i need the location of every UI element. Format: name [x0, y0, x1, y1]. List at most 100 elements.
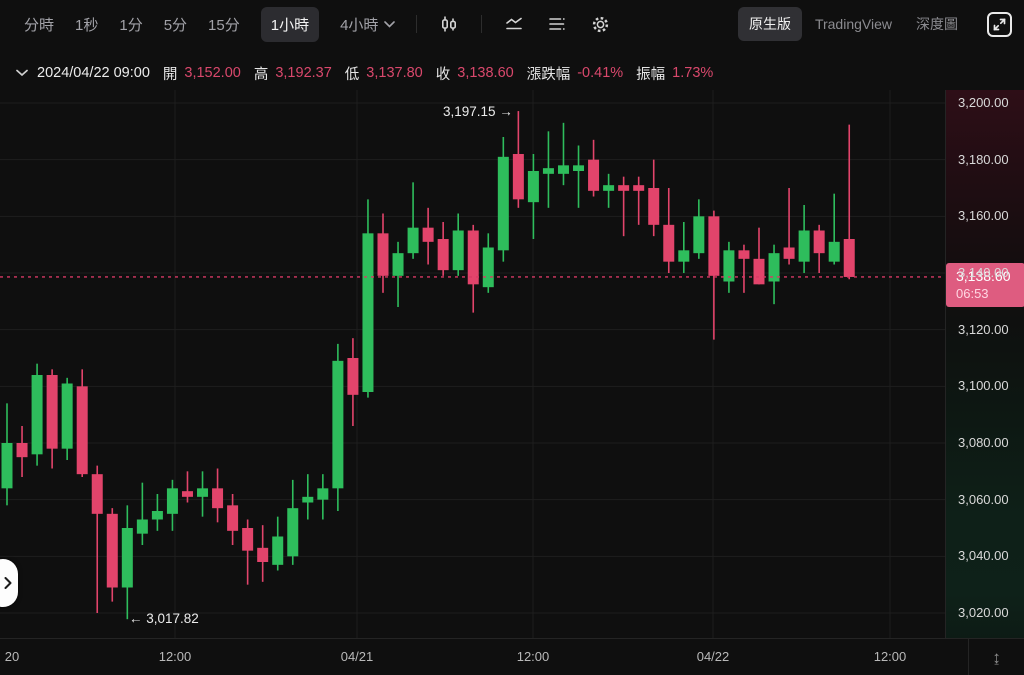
- timeframe-1s[interactable]: 1秒: [75, 16, 99, 34]
- time-tick-label: 04/22: [696, 649, 730, 664]
- candle-body: [452, 230, 464, 271]
- candle-body: [136, 519, 148, 534]
- line-chart-icon[interactable]: [503, 13, 525, 35]
- candle-body: [648, 188, 660, 225]
- ohlc-info-bar: 2024/04/22 09:00 開 3,152.00 高 3,192.37 低 3,…: [0, 58, 1024, 88]
- settings-icon[interactable]: [589, 13, 611, 35]
- candle-body: [1, 443, 13, 489]
- change-value: -0.41%: [577, 65, 624, 81]
- candle-datetime-text: 2024/04/22 09:00: [37, 65, 150, 81]
- chevron-down-icon[interactable]: [16, 69, 28, 77]
- high-label: 高: [253, 66, 269, 83]
- close-field: 收 3,138.60: [436, 63, 514, 84]
- candle-body: [106, 513, 118, 588]
- candle-body: [828, 241, 840, 262]
- price-tick-label: 3,180.00: [958, 151, 1009, 167]
- candle-body: [257, 547, 269, 562]
- candle-body: [693, 216, 705, 254]
- time-tick-label: 04/21: [340, 649, 374, 664]
- candle-body: [603, 185, 615, 191]
- candle-body: [61, 383, 73, 449]
- candle-body: [497, 156, 509, 251]
- timeframe-1m[interactable]: 1分: [119, 16, 143, 34]
- candle-body: [242, 528, 254, 551]
- candle-body: [843, 239, 855, 277]
- amplitude-label: 振幅: [636, 66, 666, 83]
- view-switcher: 原生版 TradingView 深度圖: [737, 7, 1012, 41]
- candle-body: [678, 250, 690, 262]
- timeframe-group: 分時 1秒 1分 5分 15分 1小時 4小時: [24, 6, 611, 42]
- candle-body: [573, 165, 585, 171]
- change-field: 漲跌幅 -0.41%: [527, 63, 623, 84]
- view-tabs: 原生版 TradingView 深度圖: [737, 7, 969, 41]
- price-axis[interactable]: 3,138.60 06:53 3,200.00 3,180.00 3,160.00 3…: [945, 90, 1024, 638]
- time-tick-label: 12:00: [516, 649, 550, 664]
- candle-body: [227, 505, 239, 531]
- candle-body: [317, 488, 329, 500]
- low-price-annotation: ← 3,017.82: [129, 611, 199, 626]
- tab-native-version[interactable]: 原生版: [737, 7, 802, 41]
- tab-tradingview[interactable]: TradingView: [814, 16, 892, 32]
- price-tick-label: 3,020.00: [958, 605, 1009, 620]
- timeframe-15m[interactable]: 15分: [208, 16, 240, 34]
- price-scale-reset-corner[interactable]: ↨: [968, 639, 1024, 675]
- toolbar-divider: [481, 15, 483, 33]
- time-axis[interactable]: ↨ 20 12:00 04/21 12:00 04/22 12:00: [0, 638, 1024, 675]
- candle-body: [197, 488, 209, 497]
- price-tick-label: 3,160.00: [958, 208, 1009, 224]
- candle-body: [392, 253, 404, 276]
- toolbar-divider: [416, 15, 418, 33]
- price-tick-label: 3,040.00: [958, 548, 1009, 564]
- candle-body: [16, 443, 28, 458]
- timeframe-4h[interactable]: 4小時: [340, 16, 379, 34]
- candle-body: [588, 159, 600, 191]
- timeframe-1h[interactable]: 1小時: [260, 6, 320, 42]
- candle-body: [212, 488, 224, 509]
- price-tick-label: 3,060.00: [958, 491, 1009, 507]
- candle-body: [347, 358, 359, 395]
- candle-body: [618, 185, 630, 191]
- candle-body: [557, 165, 569, 174]
- chart-toolbar: 分時 1秒 1分 5分 15分 1小時 4小時: [0, 0, 1024, 48]
- candle-body: [91, 474, 103, 514]
- low-field: 低 3,137.80: [345, 63, 423, 84]
- candle-body: [753, 258, 765, 285]
- timeframe-fenshi[interactable]: 分時: [24, 16, 55, 34]
- candle-body: [512, 154, 524, 200]
- expand-icon[interactable]: [987, 11, 1012, 37]
- candle-body: [437, 239, 449, 271]
- close-label: 收: [435, 66, 451, 83]
- candle-body: [76, 386, 88, 475]
- candle-body: [302, 496, 314, 503]
- candle-body: [332, 360, 344, 489]
- candle-body: [663, 224, 675, 262]
- current-price-badge: 3,138.60 06:53: [946, 263, 1024, 307]
- candlestick-chart[interactable]: [0, 90, 945, 638]
- candle-datetime: 2024/04/22 09:00: [16, 65, 150, 81]
- candle-body: [181, 491, 193, 497]
- high-field: 高 3,192.37: [254, 63, 332, 84]
- tab-depth-map[interactable]: 深度圖: [916, 16, 958, 32]
- candle-body: [467, 230, 479, 285]
- candle-body: [633, 185, 645, 191]
- high-value: 3,192.37: [275, 65, 332, 81]
- time-tick-label: 12:00: [158, 649, 192, 664]
- candle-body: [362, 233, 374, 392]
- candle-body: [738, 250, 750, 259]
- candlestick-icon[interactable]: [438, 13, 460, 35]
- change-label: 漲跌幅: [526, 66, 571, 83]
- candle-body: [46, 375, 58, 449]
- amplitude-field: 振幅 1.73%: [636, 63, 713, 84]
- candle-body: [377, 233, 389, 276]
- candle-countdown: 06:53: [956, 286, 989, 301]
- candle-body: [407, 227, 419, 254]
- candle-body: [166, 488, 178, 514]
- indicators-icon[interactable]: [546, 13, 568, 35]
- time-tick-label: 12:00: [873, 649, 907, 664]
- timeframe-4h-dropdown[interactable]: 4小時: [340, 14, 396, 35]
- candle-body: [542, 168, 554, 174]
- timeframe-5m[interactable]: 5分: [163, 16, 188, 34]
- sidebar-expand-handle[interactable]: [0, 559, 18, 607]
- chevron-right-icon: [4, 577, 12, 589]
